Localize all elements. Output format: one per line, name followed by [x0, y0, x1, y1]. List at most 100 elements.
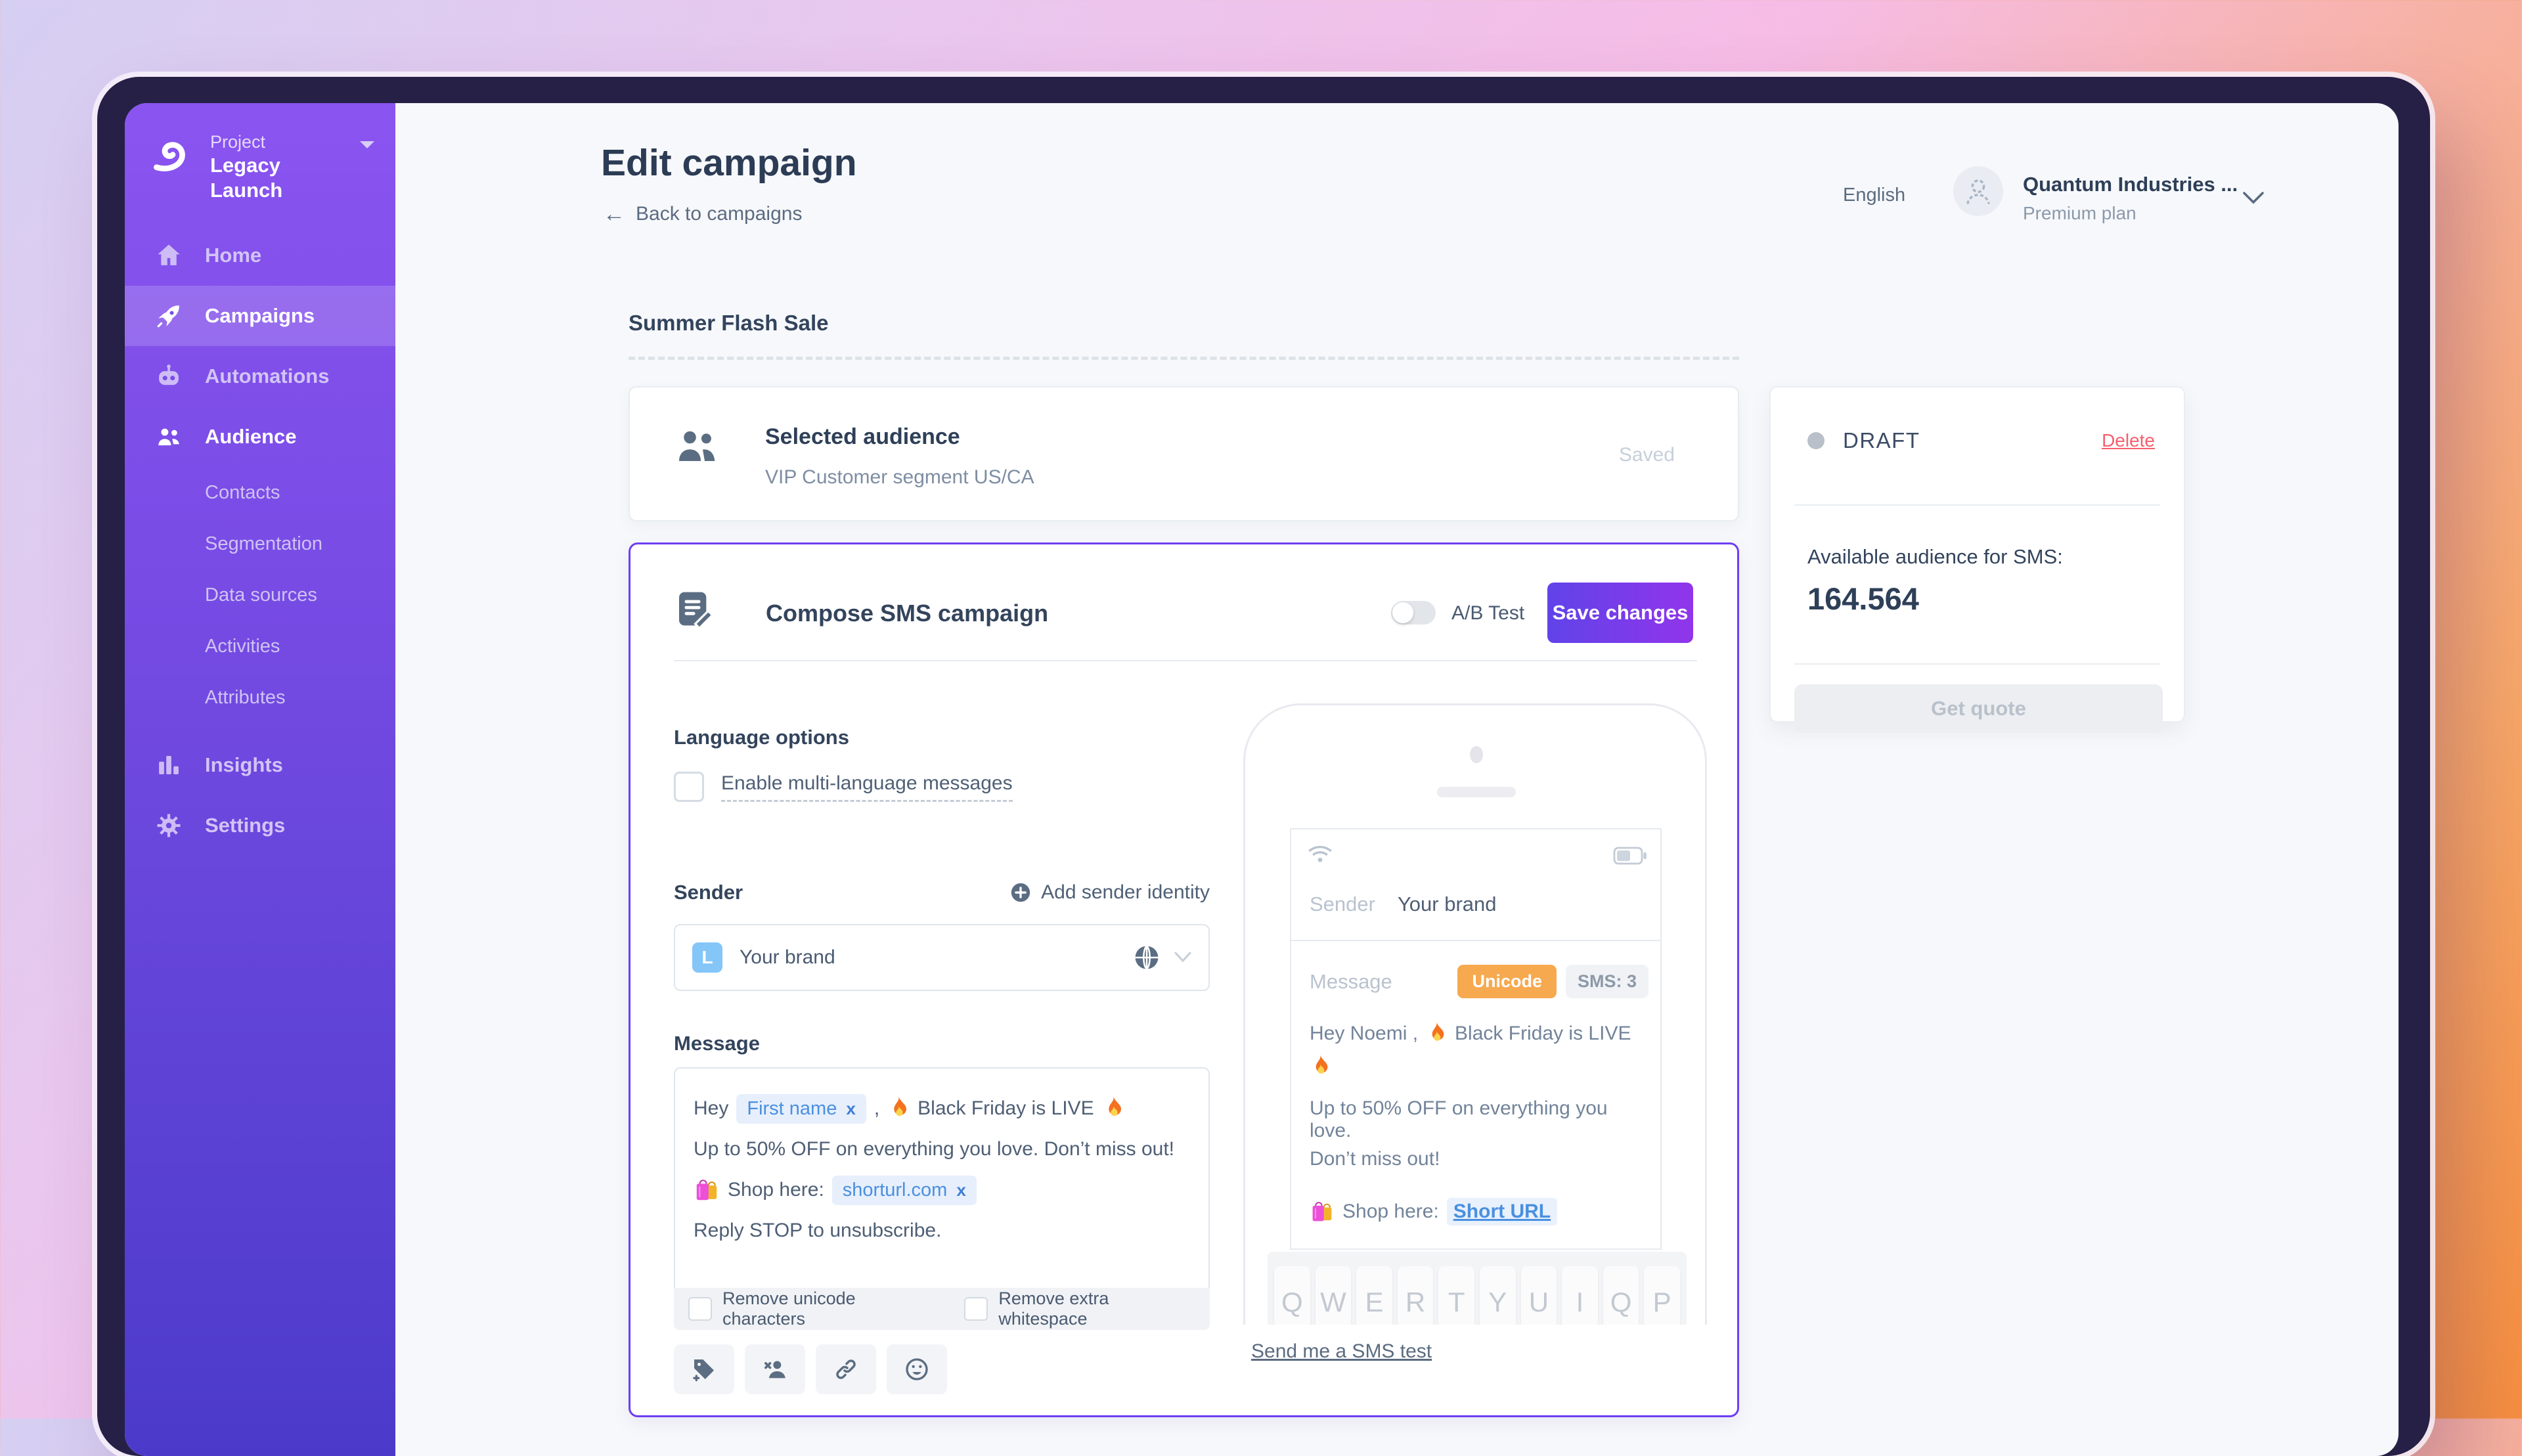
sidebar-item-home[interactable]: Home: [125, 225, 395, 286]
multi-language-checkbox[interactable]: [674, 772, 704, 802]
chip-label: First name: [747, 1097, 837, 1119]
brand-logo-icon: [150, 131, 193, 174]
campaign-status-panel: DRAFT Delete Available audience for SMS:…: [1769, 386, 2185, 733]
chip-remove-icon[interactable]: x: [846, 1098, 856, 1118]
sidebar-item-data-sources[interactable]: Data sources: [125, 569, 395, 621]
key-p[interactable]: P: [1644, 1266, 1680, 1325]
flame-icon: [1310, 1054, 1331, 1079]
project-label: Project: [210, 132, 266, 152]
message-editor[interactable]: Hey First name x , Black Friday: [674, 1067, 1210, 1288]
sidebar: Project Legacy Launch Home: [125, 103, 395, 1456]
sidebar-item-automations[interactable]: Automations: [125, 346, 395, 407]
selected-audience-card[interactable]: Selected audience VIP Customer segment U…: [629, 386, 1739, 521]
get-quote-button[interactable]: Get quote: [1794, 684, 2163, 733]
key-e[interactable]: E: [1356, 1266, 1392, 1325]
flame-icon: [1102, 1095, 1124, 1122]
account-menu[interactable]: Quantum Industries ... Premium plan: [2023, 173, 2238, 224]
divider: [1794, 663, 2160, 665]
sidebar-item-insights[interactable]: Insights: [125, 735, 395, 795]
chip-remove-icon[interactable]: x: [956, 1180, 966, 1200]
key-w[interactable]: W: [1315, 1266, 1352, 1325]
sidebar-item-attributes[interactable]: Attributes: [125, 672, 395, 723]
add-sender-identity-label: Add sender identity: [1041, 881, 1210, 903]
draft-status-label: DRAFT: [1843, 428, 1920, 452]
send-sms-test-link[interactable]: Send me a SMS test: [1251, 1340, 1432, 1362]
saved-status: Saved: [1618, 444, 1675, 466]
available-audience-label: Available audience for SMS:: [1807, 545, 2063, 568]
editor-text: Up to 50% OFF on everything you love. Do…: [694, 1138, 1174, 1160]
robot-icon: [154, 363, 184, 390]
chevron-down-icon: [1174, 952, 1191, 963]
sidebar-item-settings[interactable]: Settings: [125, 795, 395, 856]
divider: [1291, 940, 1660, 941]
divider: [1794, 504, 2160, 506]
key-u[interactable]: U: [1520, 1266, 1557, 1325]
compose-sms-card: Compose SMS campaign A/B Test Save chang…: [629, 542, 1739, 1417]
sidebar-item-segmentation[interactable]: Segmentation: [125, 518, 395, 569]
key-i[interactable]: I: [1562, 1266, 1598, 1325]
short-url-link[interactable]: Short URL: [1446, 1198, 1558, 1225]
phone-camera: [1470, 746, 1483, 763]
sidebar-item-label: Campaigns: [205, 304, 315, 327]
page-title: Edit campaign: [601, 142, 857, 184]
multi-language-label[interactable]: Enable multi-language messages: [721, 772, 1013, 802]
ab-test-label: A/B Test: [1451, 602, 1525, 624]
battery-icon: [1613, 847, 1647, 865]
sidebar-subitem-label: Segmentation: [205, 533, 322, 554]
shopping-bags-icon: [694, 1178, 720, 1202]
flame-icon: [1426, 1021, 1447, 1046]
sender-select[interactable]: L Your brand: [674, 924, 1210, 991]
shorturl-chip[interactable]: shorturl.com x: [831, 1175, 977, 1205]
key-t[interactable]: T: [1438, 1266, 1474, 1325]
save-changes-button[interactable]: Save changes: [1547, 583, 1693, 643]
key-y[interactable]: Y: [1479, 1266, 1516, 1325]
globe-icon: [1135, 945, 1159, 970]
avatar[interactable]: [1953, 166, 2003, 216]
audience-card-subtitle: VIP Customer segment US/CA: [765, 466, 1034, 488]
emoji-icon: [906, 1358, 928, 1380]
sidebar-item-audience[interactable]: Audience: [125, 407, 395, 467]
chevron-down-icon[interactable]: [2242, 191, 2265, 206]
compose-title: Compose SMS campaign: [766, 600, 1049, 627]
project-switcher[interactable]: Project Legacy Launch: [125, 103, 395, 225]
ab-test-toggle[interactable]: [1391, 601, 1436, 625]
editor-text: ,: [874, 1097, 880, 1119]
phone-preview: Sender Your brand Message Unicode SMS: 3: [1243, 703, 1707, 1325]
account-plan: Premium plan: [2023, 203, 2136, 223]
phone-screen: Sender Your brand Message Unicode SMS: 3: [1290, 828, 1662, 1275]
sidebar-item-label: Automations: [205, 364, 330, 387]
tag-button[interactable]: [674, 1344, 734, 1394]
sidebar-item-campaigns[interactable]: Campaigns: [125, 286, 395, 346]
link-icon: [836, 1359, 856, 1379]
key-r[interactable]: R: [1397, 1266, 1434, 1325]
sidebar-item-activities[interactable]: Activities: [125, 621, 395, 672]
remove-whitespace-checkbox[interactable]: [964, 1297, 988, 1321]
key-q[interactable]: Q: [1274, 1266, 1310, 1325]
phone-text: Black Friday is LIVE: [1455, 1023, 1631, 1044]
back-to-campaigns-link[interactable]: ← Back to campaigns: [603, 203, 802, 225]
emoji-button[interactable]: [887, 1344, 947, 1394]
personalization-button[interactable]: [745, 1344, 805, 1394]
phone-text: Don’t miss out!: [1310, 1148, 1440, 1170]
sidebar-subitem-label: Attributes: [205, 686, 286, 708]
wifi-icon: [1307, 844, 1333, 865]
people-icon: [154, 423, 184, 451]
account-name: Quantum Industries ...: [2023, 173, 2238, 196]
first-name-chip[interactable]: First name x: [736, 1093, 866, 1124]
delete-link[interactable]: Delete: [2102, 430, 2155, 451]
compose-note-icon: [674, 588, 716, 630]
audience-card-title: Selected audience: [765, 424, 960, 449]
sms-count-badge: SMS: 3: [1565, 965, 1648, 998]
key-o[interactable]: Q: [1603, 1266, 1639, 1325]
project-name: Legacy Launch: [210, 154, 283, 202]
arrow-left-icon: ←: [603, 202, 625, 227]
editor-text: Hey: [694, 1097, 729, 1119]
sender-label: Sender: [674, 881, 743, 904]
link-button[interactable]: [816, 1344, 876, 1394]
chevron-down-icon[interactable]: [359, 140, 376, 150]
remove-unicode-checkbox[interactable]: [688, 1297, 712, 1321]
add-sender-identity-button[interactable]: Add sender identity: [1009, 881, 1210, 904]
sidebar-item-contacts[interactable]: Contacts: [125, 467, 395, 518]
people-icon: [673, 427, 720, 468]
language-selector[interactable]: English: [1843, 185, 1906, 206]
